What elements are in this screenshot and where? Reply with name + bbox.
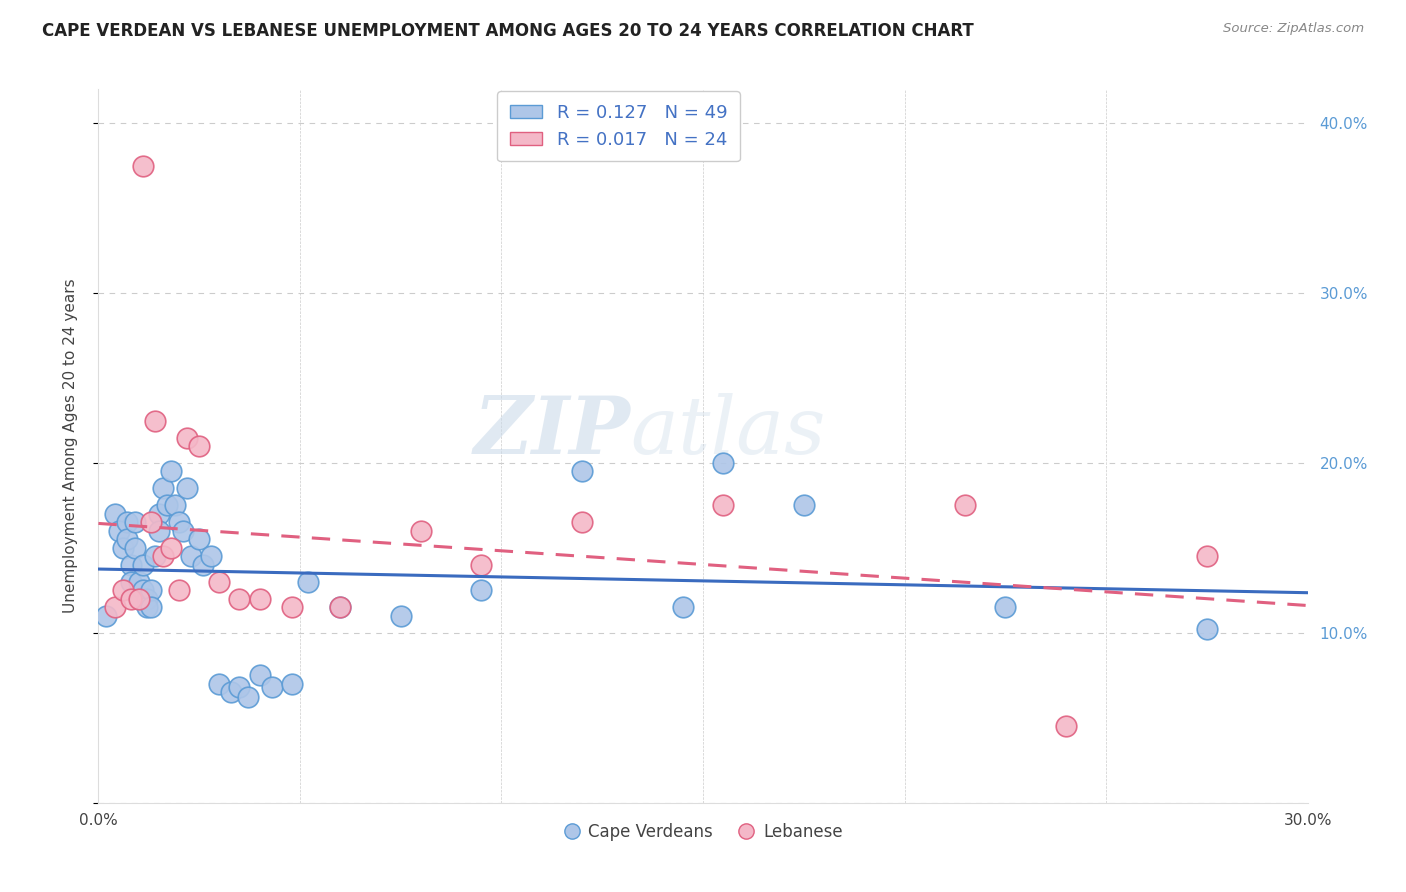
Point — [672, 600, 695, 615]
Point — [470, 583, 492, 598]
Point — [329, 600, 352, 615]
Point — [228, 591, 250, 606]
Point — [115, 516, 138, 530]
Point — [111, 583, 134, 598]
Point — [139, 600, 162, 615]
Point — [208, 574, 231, 589]
Point — [329, 600, 352, 615]
Point — [228, 680, 250, 694]
Point — [249, 668, 271, 682]
Point — [143, 549, 166, 564]
Point — [107, 524, 129, 538]
Legend: Cape Verdeans, Lebanese: Cape Verdeans, Lebanese — [557, 817, 849, 848]
Point — [120, 574, 142, 589]
Point — [124, 541, 146, 555]
Point — [176, 482, 198, 496]
Point — [188, 533, 211, 547]
Y-axis label: Unemployment Among Ages 20 to 24 years: Unemployment Among Ages 20 to 24 years — [63, 278, 77, 614]
Point — [111, 541, 134, 555]
Point — [571, 465, 593, 479]
Point — [152, 482, 174, 496]
Point — [389, 608, 412, 623]
Point — [124, 516, 146, 530]
Point — [793, 499, 815, 513]
Point — [148, 524, 170, 538]
Point — [115, 533, 138, 547]
Point — [120, 591, 142, 606]
Point — [208, 677, 231, 691]
Point — [132, 159, 155, 173]
Text: atlas: atlas — [630, 393, 825, 470]
Point — [994, 600, 1017, 615]
Point — [148, 507, 170, 521]
Point — [409, 524, 432, 538]
Point — [128, 591, 150, 606]
Point — [281, 600, 304, 615]
Point — [103, 600, 125, 615]
Point — [1054, 719, 1077, 733]
Point — [143, 413, 166, 427]
Point — [167, 516, 190, 530]
Point — [176, 430, 198, 444]
Point — [188, 439, 211, 453]
Point — [167, 583, 190, 598]
Text: CAPE VERDEAN VS LEBANESE UNEMPLOYMENT AMONG AGES 20 TO 24 YEARS CORRELATION CHAR: CAPE VERDEAN VS LEBANESE UNEMPLOYMENT AM… — [42, 22, 974, 40]
Point — [120, 558, 142, 572]
Text: Source: ZipAtlas.com: Source: ZipAtlas.com — [1223, 22, 1364, 36]
Point — [139, 516, 162, 530]
Point — [160, 541, 183, 555]
Point — [953, 499, 976, 513]
Point — [132, 583, 155, 598]
Point — [135, 600, 157, 615]
Point — [571, 516, 593, 530]
Point — [470, 558, 492, 572]
Point — [135, 591, 157, 606]
Point — [96, 608, 118, 623]
Point — [163, 499, 186, 513]
Point — [132, 558, 155, 572]
Point — [200, 549, 222, 564]
Point — [249, 591, 271, 606]
Point — [160, 465, 183, 479]
Point — [711, 499, 734, 513]
Point — [1195, 549, 1218, 564]
Point — [172, 524, 194, 538]
Point — [156, 499, 179, 513]
Point — [297, 574, 319, 589]
Point — [281, 677, 304, 691]
Point — [1195, 623, 1218, 637]
Point — [128, 591, 150, 606]
Point — [139, 583, 162, 598]
Point — [221, 685, 243, 699]
Point — [180, 549, 202, 564]
Point — [152, 549, 174, 564]
Point — [128, 574, 150, 589]
Point — [260, 680, 283, 694]
Point — [711, 456, 734, 470]
Text: ZIP: ZIP — [474, 393, 630, 470]
Point — [193, 558, 215, 572]
Point — [236, 690, 259, 705]
Point — [103, 507, 125, 521]
